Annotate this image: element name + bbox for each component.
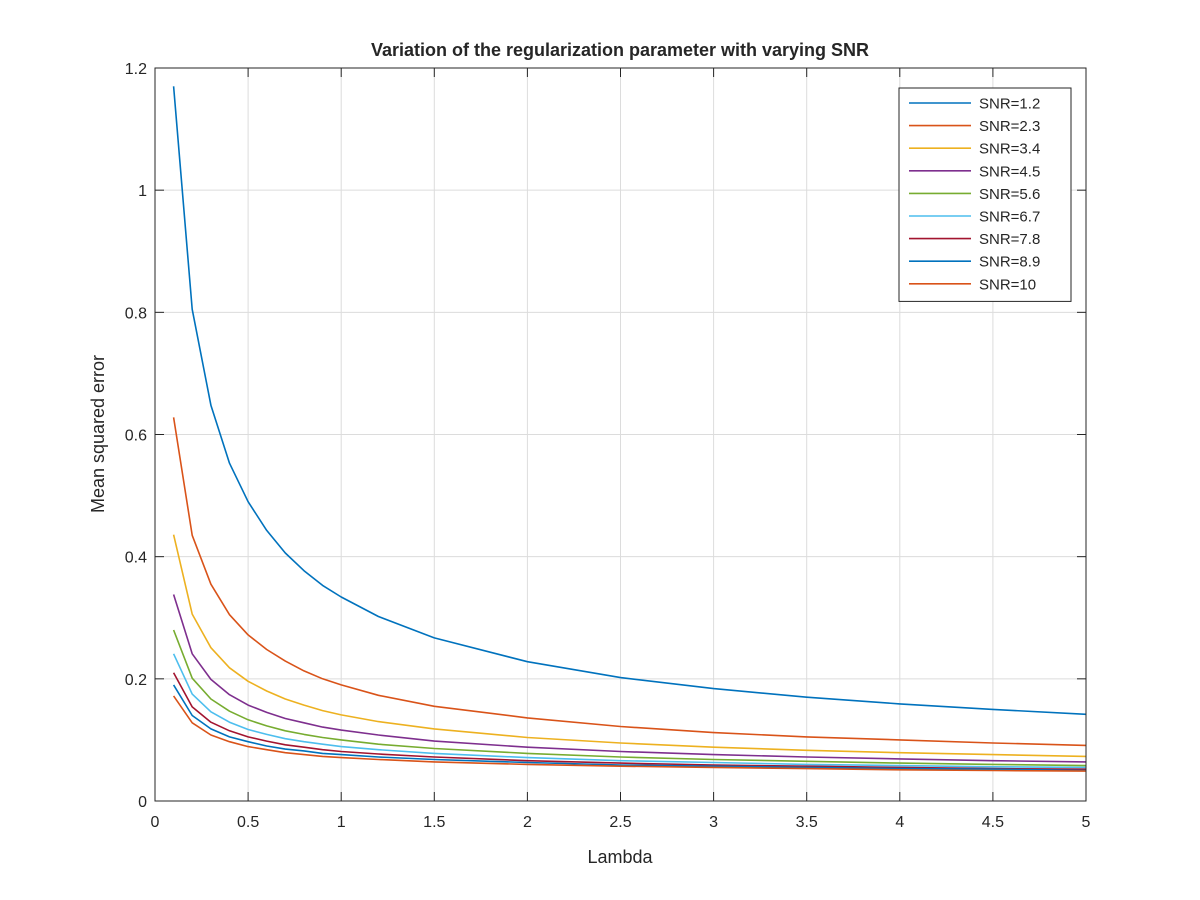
legend-label: SNR=2.3 (979, 118, 1040, 135)
series-line-8 (172, 684, 1087, 772)
x-tick-label: 1.5 (423, 814, 445, 831)
series-line-9 (172, 695, 1087, 772)
x-tick-label: 2 (523, 814, 532, 831)
y-tick-label: 0.4 (125, 550, 147, 567)
legend-label: SNR=6.7 (979, 209, 1040, 226)
series-line-3 (172, 534, 1087, 758)
legend-entry: SNR=7.8 (909, 231, 1040, 248)
legend-entry: SNR=3.4 (909, 141, 1040, 158)
legend-entry: SNR=1.2 (909, 96, 1040, 113)
legend-box (898, 87, 1072, 302)
y-tick-label: 0 (138, 794, 147, 811)
series-line-5 (172, 629, 1087, 767)
legend-label: SNR=4.5 (979, 163, 1040, 180)
grid (155, 68, 1086, 801)
x-tick-label: 4.5 (982, 814, 1004, 831)
legend-label: SNR=5.6 (979, 186, 1040, 203)
series-line-7 (172, 672, 1087, 770)
y-tick-label: 0.8 (125, 305, 147, 322)
y-axis-label: Mean squared error (88, 355, 108, 513)
legend-label: SNR=1.2 (979, 96, 1040, 113)
y-tick-label: 1 (138, 183, 147, 200)
x-tick-label: 2.5 (609, 814, 631, 831)
legend-entry: SNR=8.9 (909, 254, 1040, 271)
legend-entry: SNR=5.6 (909, 186, 1040, 203)
y-tick-label: 1.2 (125, 61, 147, 78)
x-tick-label: 3.5 (796, 814, 818, 831)
chart-title: Variation of the regularization paramete… (371, 40, 869, 60)
x-tick-label: 4 (895, 814, 904, 831)
legend-entry: SNR=10 (909, 276, 1036, 293)
legend-entry: SNR=2.3 (909, 118, 1040, 135)
series-line-1 (172, 86, 1087, 716)
legend-entry: SNR=4.5 (909, 163, 1040, 180)
x-axis-label: Lambda (587, 847, 653, 867)
x-tick-label: 5 (1082, 814, 1091, 831)
legend-label: SNR=3.4 (979, 141, 1040, 158)
x-tick-label: 3 (709, 814, 718, 831)
x-tick-label: 0 (151, 814, 160, 831)
legend-label: SNR=7.8 (979, 231, 1040, 248)
legend-entry: SNR=6.7 (909, 209, 1040, 226)
series-lines (172, 86, 1087, 772)
legend: SNR=1.2 SNR=2.3 SNR=3.4 SNR=4.5 SNR=5.6 SNR=6… (898, 87, 1072, 302)
series-line-6 (172, 653, 1087, 769)
legend-label: SNR=8.9 (979, 254, 1040, 271)
ticks: 0 0.5 1 1.5 2 2.5 3 3.5 4 4.5 5 0 0.2 0.4 0.6 0.8 1 1.2 (125, 61, 1091, 831)
x-tick-label: 0.5 (237, 814, 259, 831)
x-tick-label: 1 (337, 814, 346, 831)
series-line-4 (172, 594, 1087, 763)
y-tick-label: 0.6 (125, 428, 147, 445)
series-line-2 (172, 417, 1087, 747)
y-tick-label: 0.2 (125, 672, 147, 689)
legend-label: SNR=10 (979, 276, 1036, 293)
